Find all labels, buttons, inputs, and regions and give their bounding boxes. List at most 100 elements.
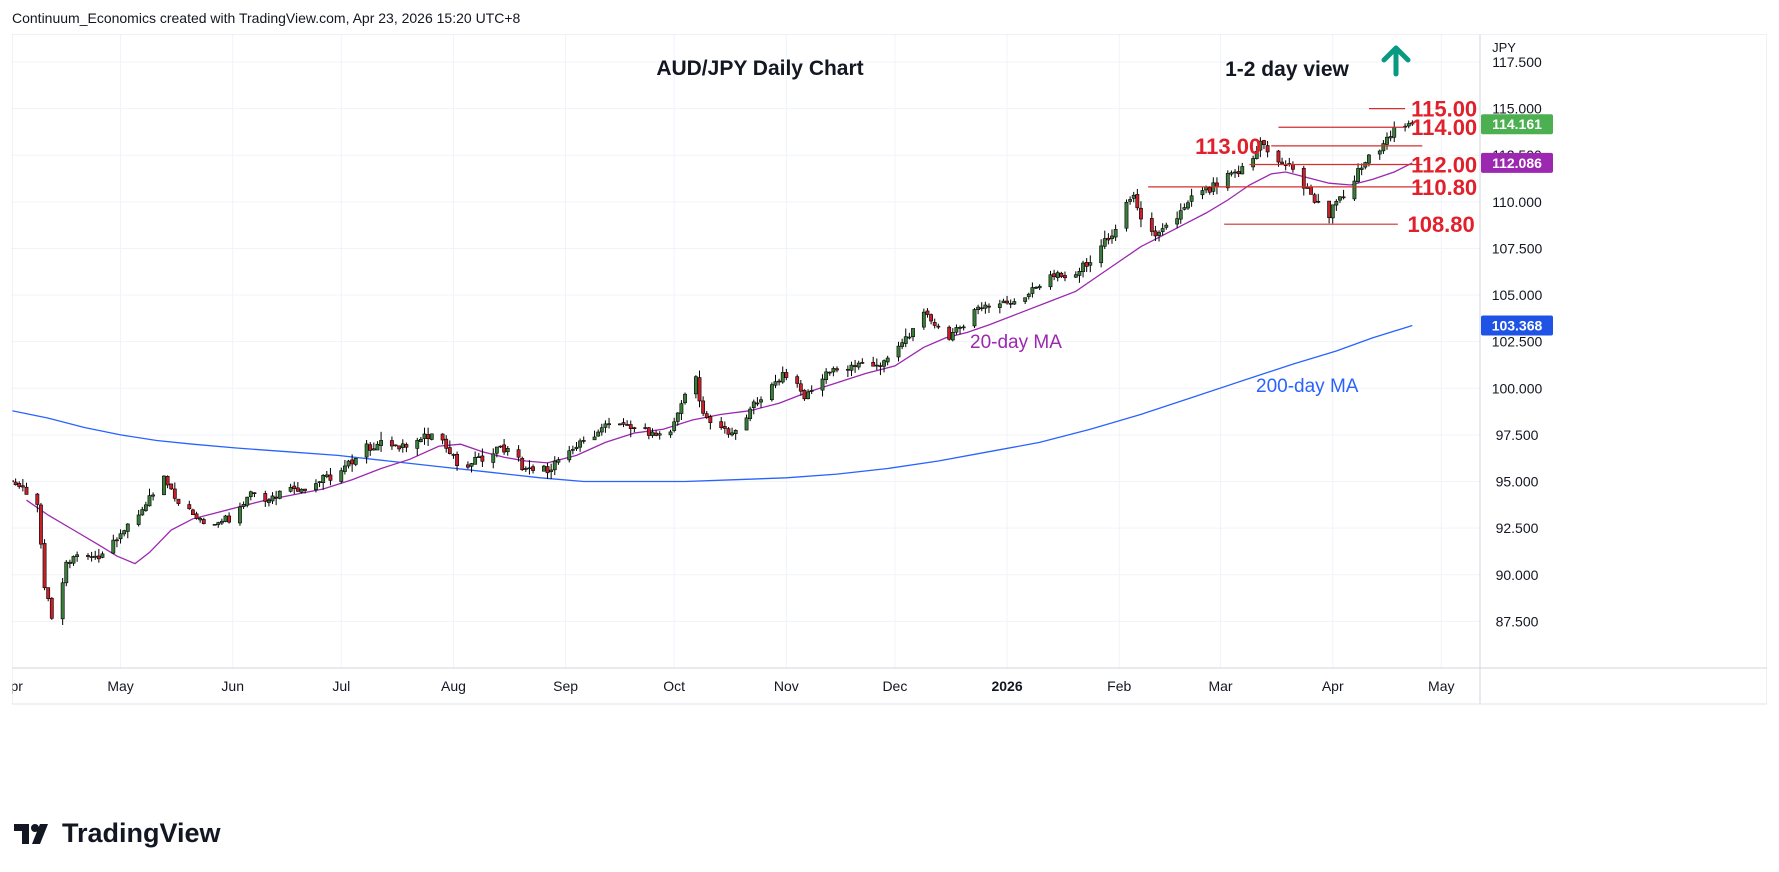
candle-down bbox=[20, 485, 25, 488]
candle-down bbox=[35, 493, 40, 505]
candle-up bbox=[1186, 202, 1190, 209]
level-label-114.00: 114.00 bbox=[1411, 115, 1477, 140]
candle-up bbox=[353, 458, 358, 465]
x-tick-label: May bbox=[1428, 678, 1454, 694]
candle-up bbox=[1367, 154, 1371, 164]
candle-up bbox=[1225, 173, 1230, 189]
candle-down bbox=[621, 422, 626, 425]
candle-up bbox=[1388, 136, 1393, 139]
moving-averages bbox=[11, 162, 1413, 565]
candle-up bbox=[954, 327, 959, 333]
candle-down bbox=[1236, 171, 1241, 175]
y-tick-label: 105.000 bbox=[1492, 287, 1543, 303]
candle-up bbox=[1204, 186, 1208, 191]
candle-up bbox=[473, 456, 478, 465]
x-tick-label: Aug bbox=[441, 678, 466, 694]
candle-down bbox=[397, 445, 402, 450]
candle-up bbox=[451, 454, 456, 456]
candle-down bbox=[628, 424, 633, 429]
candle-down bbox=[654, 432, 658, 436]
candle-up bbox=[241, 503, 246, 507]
candle-up bbox=[314, 483, 318, 491]
level-label-108.80: 108.80 bbox=[1407, 212, 1474, 237]
candle-down bbox=[925, 310, 930, 315]
candle-up bbox=[317, 481, 322, 483]
candle-up bbox=[1055, 272, 1060, 278]
candle-down bbox=[404, 444, 409, 448]
candle-down bbox=[1005, 300, 1009, 304]
candle-down bbox=[115, 539, 119, 542]
candle-down bbox=[1207, 187, 1212, 193]
candle-up bbox=[422, 433, 427, 439]
candle-down bbox=[701, 400, 706, 414]
candle-up bbox=[552, 460, 557, 471]
candle-up bbox=[603, 423, 608, 428]
candle-up bbox=[523, 468, 528, 470]
grid bbox=[11, 34, 1480, 668]
y-tick-label: 117.500 bbox=[1492, 54, 1542, 70]
candle-up bbox=[907, 336, 912, 339]
candle-up bbox=[542, 465, 546, 472]
y-tick-label: 115.000 bbox=[1492, 101, 1542, 117]
candle-up bbox=[1037, 285, 1042, 289]
candle-up bbox=[820, 378, 825, 391]
candle-down bbox=[929, 314, 933, 322]
candle-down bbox=[1084, 262, 1089, 267]
candle-down bbox=[755, 402, 760, 405]
candle-down bbox=[13, 481, 18, 486]
x-tick-label: Oct bbox=[663, 678, 685, 694]
candle-up bbox=[1023, 297, 1028, 302]
candle-up bbox=[346, 460, 351, 467]
candle-down bbox=[1280, 161, 1284, 164]
candle-up bbox=[136, 514, 141, 525]
x-tick-label: Apr bbox=[1322, 678, 1344, 694]
candle-up bbox=[1001, 300, 1006, 304]
candle-up bbox=[824, 371, 829, 381]
candle-down bbox=[176, 498, 181, 504]
candle-up bbox=[324, 474, 329, 477]
candle-up bbox=[679, 403, 684, 414]
tradingview-logo[interactable]: TradingView bbox=[14, 818, 221, 849]
candle-down bbox=[1410, 122, 1415, 125]
candle-up bbox=[219, 520, 224, 524]
candle-down bbox=[1052, 273, 1057, 278]
candle-up bbox=[415, 439, 420, 449]
y-tick-label: 107.500 bbox=[1492, 240, 1543, 256]
candle-down bbox=[172, 488, 177, 499]
candle-up bbox=[806, 391, 810, 399]
candle-down bbox=[498, 445, 503, 448]
y-tick-label: 97.500 bbox=[1496, 427, 1539, 443]
x-tick-label: Jul bbox=[332, 678, 350, 694]
candle-down bbox=[444, 438, 449, 449]
level-label-115.00: 115.00 bbox=[1411, 97, 1477, 122]
candle-up bbox=[809, 390, 814, 392]
y-tick-label: 100.000 bbox=[1492, 380, 1543, 396]
ma200-line bbox=[11, 324, 1413, 483]
x-tick-label: May bbox=[107, 678, 133, 694]
candle-up bbox=[1392, 127, 1397, 138]
candle-up bbox=[1157, 232, 1161, 236]
view-label: 1-2 day view bbox=[1225, 58, 1349, 81]
candle-down bbox=[979, 307, 984, 310]
candle-down bbox=[878, 365, 883, 367]
candles bbox=[10, 120, 1415, 626]
candle-up bbox=[668, 431, 673, 436]
candle-up bbox=[1012, 301, 1017, 305]
candle-up bbox=[1356, 168, 1360, 182]
candle-up bbox=[874, 364, 879, 367]
candle-up bbox=[976, 306, 981, 310]
candle-up bbox=[223, 515, 228, 522]
candle-up bbox=[748, 408, 753, 419]
candle-down bbox=[1135, 194, 1140, 209]
candle-down bbox=[1265, 145, 1270, 153]
candle-down bbox=[17, 483, 22, 487]
candle-up bbox=[147, 495, 152, 507]
candle-up bbox=[93, 555, 98, 558]
candle-up bbox=[1008, 303, 1013, 305]
candle-down bbox=[1327, 200, 1332, 218]
y-tick-label: 110.000 bbox=[1492, 194, 1542, 210]
candle-up bbox=[950, 332, 955, 341]
chart-frame[interactable]: 115.00 114.00 113.00 112.00 110.80 108.80 117… bbox=[1, 33, 1768, 796]
